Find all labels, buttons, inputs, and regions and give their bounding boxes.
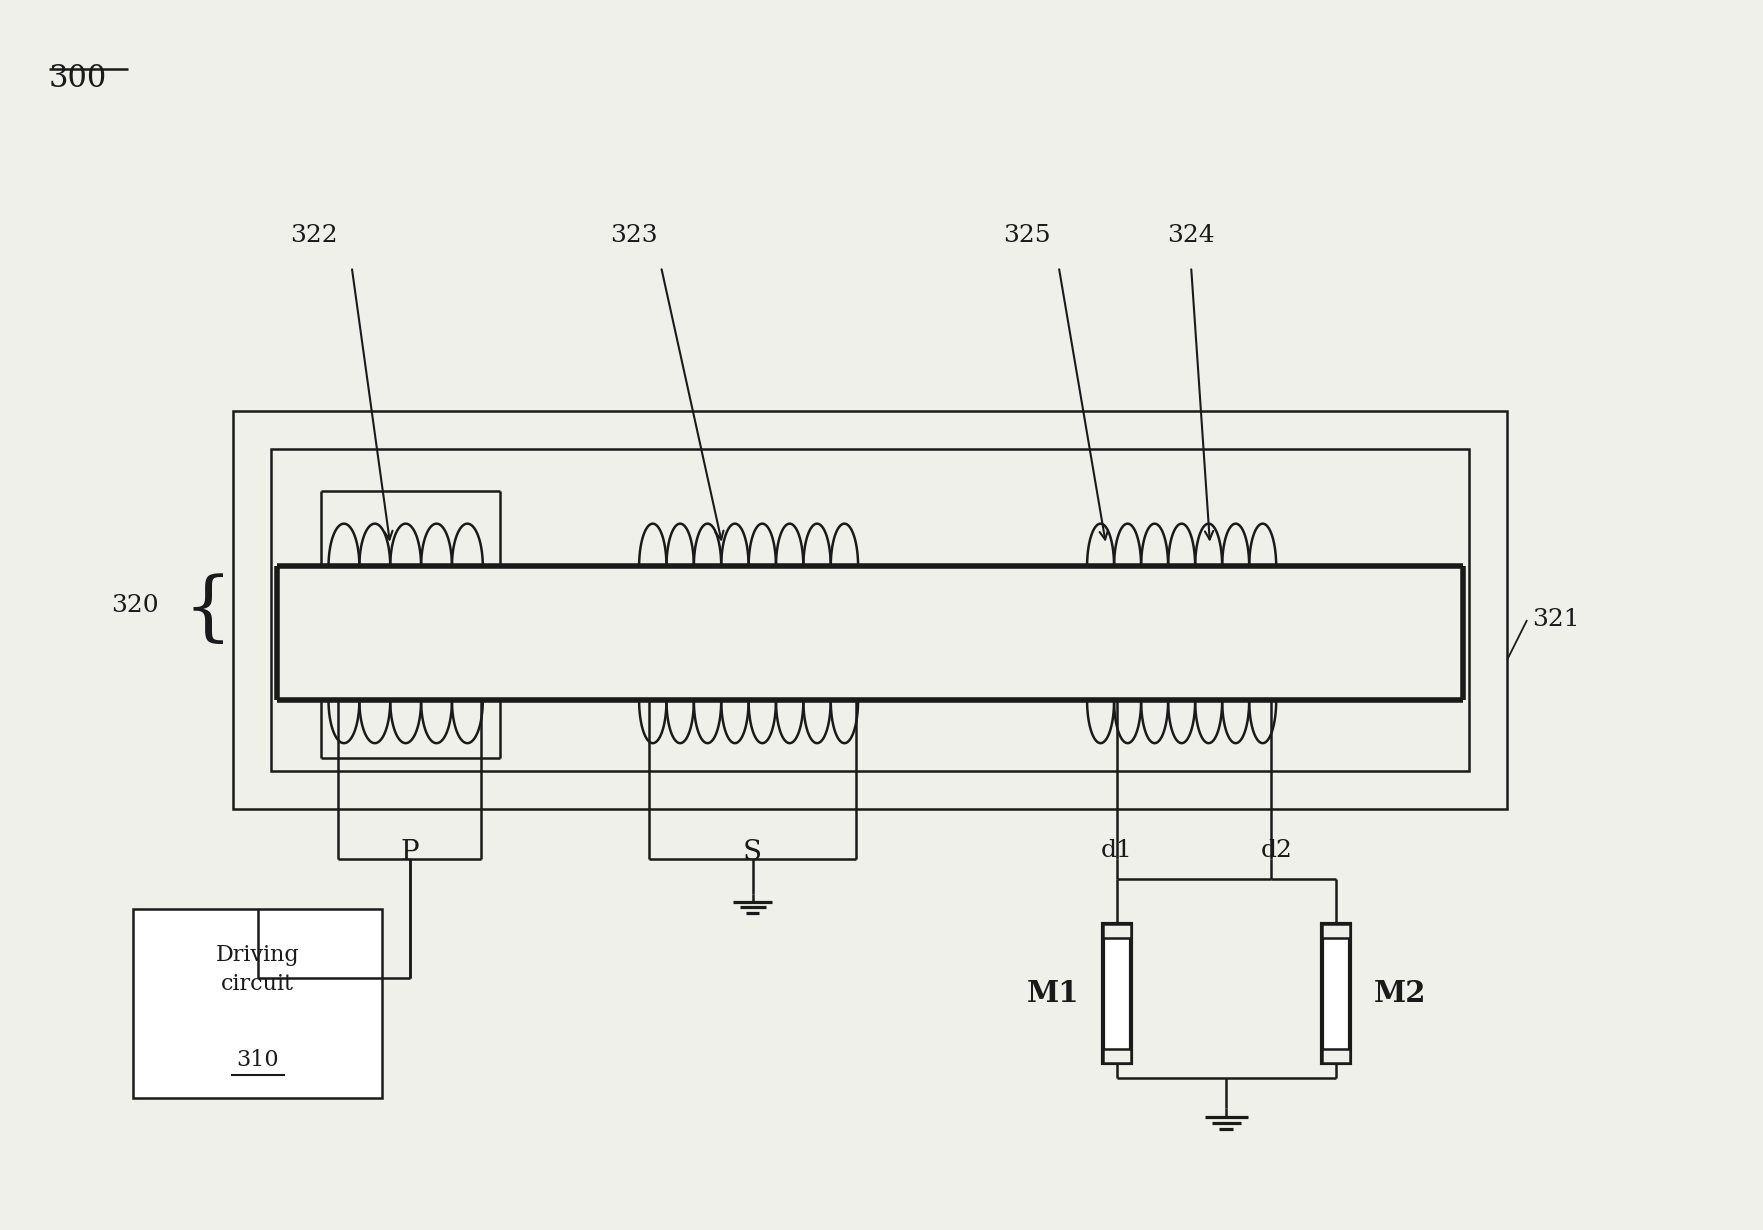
Bar <box>1104 924 1130 1063</box>
Text: {: { <box>183 573 233 647</box>
Bar <box>1322 924 1350 937</box>
Text: 300: 300 <box>49 63 108 93</box>
Text: 310: 310 <box>236 1049 279 1071</box>
Bar <box>134 909 383 1098</box>
Bar <box>1104 1049 1130 1063</box>
Text: 325: 325 <box>1003 224 1051 247</box>
Text: 323: 323 <box>610 224 658 247</box>
Text: d1: d1 <box>1102 839 1134 862</box>
Bar <box>1104 924 1130 937</box>
Text: d2: d2 <box>1261 839 1292 862</box>
Text: M1: M1 <box>1026 979 1079 1007</box>
Text: 322: 322 <box>289 224 337 247</box>
Text: M2: M2 <box>1373 979 1426 1007</box>
Bar <box>233 411 1507 809</box>
Bar <box>1322 924 1350 1063</box>
Text: 321: 321 <box>1532 609 1580 631</box>
Text: S: S <box>742 839 762 866</box>
Text: 324: 324 <box>1167 224 1215 247</box>
Text: Driving
circuit: Driving circuit <box>217 943 300 995</box>
Text: 320: 320 <box>111 594 159 616</box>
Bar <box>272 449 1469 771</box>
Bar <box>1322 1049 1350 1063</box>
Text: P: P <box>400 839 420 866</box>
